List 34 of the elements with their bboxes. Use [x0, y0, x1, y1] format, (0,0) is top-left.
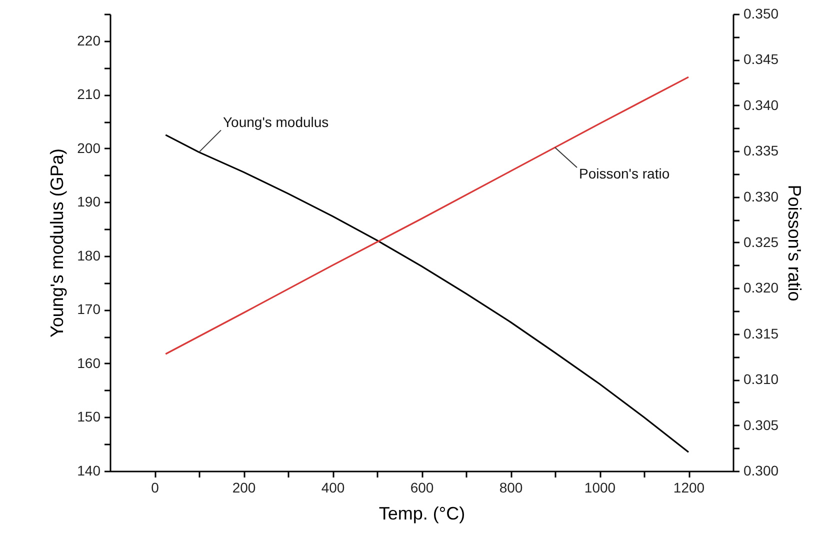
y2-tick-label: 0.310 — [744, 371, 779, 388]
y2-tick-label: 0.325 — [744, 234, 779, 250]
x-tick-label: 1000 — [584, 480, 616, 496]
y-tick-label: 210 — [77, 86, 101, 102]
line-series — [164, 134, 690, 453]
y2-tick-label: 0.335 — [744, 142, 779, 159]
x-tick-label: 600 — [410, 480, 434, 496]
y-tick-label: 170 — [77, 301, 101, 318]
line-series — [164, 76, 690, 355]
y-tick-label: 160 — [77, 354, 101, 371]
y2-axis-title: Poisson's ratio — [784, 184, 805, 302]
x-tick-label: 0 — [151, 480, 160, 496]
x-tick-label: 1200 — [673, 480, 705, 496]
y-tick-label: 200 — [77, 140, 101, 156]
y2-tick-label: 0.300 — [744, 462, 779, 478]
y-tick-label: 220 — [77, 32, 101, 48]
y2-tick-label: 0.350 — [744, 6, 779, 22]
y2-tick-label: 0.345 — [744, 51, 779, 68]
y-axis-title: Young's modulus (GPa) — [47, 148, 68, 338]
y2-tick-label: 0.320 — [744, 280, 779, 296]
y-tick-label: 140 — [77, 462, 101, 478]
y2-tick-label: 0.305 — [744, 416, 779, 433]
text: Young's modulus — [223, 114, 329, 130]
y-tick-label: 190 — [77, 194, 101, 210]
x-tick-label: 800 — [499, 480, 523, 496]
x-tick-label: 400 — [321, 480, 345, 496]
y-tick-label: 150 — [77, 408, 101, 425]
y-tick-label: 180 — [77, 247, 101, 264]
x-axis-title: Temp. (°C) — [378, 504, 466, 524]
x-tick-label: 200 — [232, 480, 256, 496]
y2-tick-label: 0.340 — [744, 96, 779, 113]
y2-tick-label: 0.315 — [744, 325, 779, 342]
y2-tick-label: 0.330 — [744, 188, 779, 204]
series-label: Poisson's ratio — [579, 165, 670, 182]
